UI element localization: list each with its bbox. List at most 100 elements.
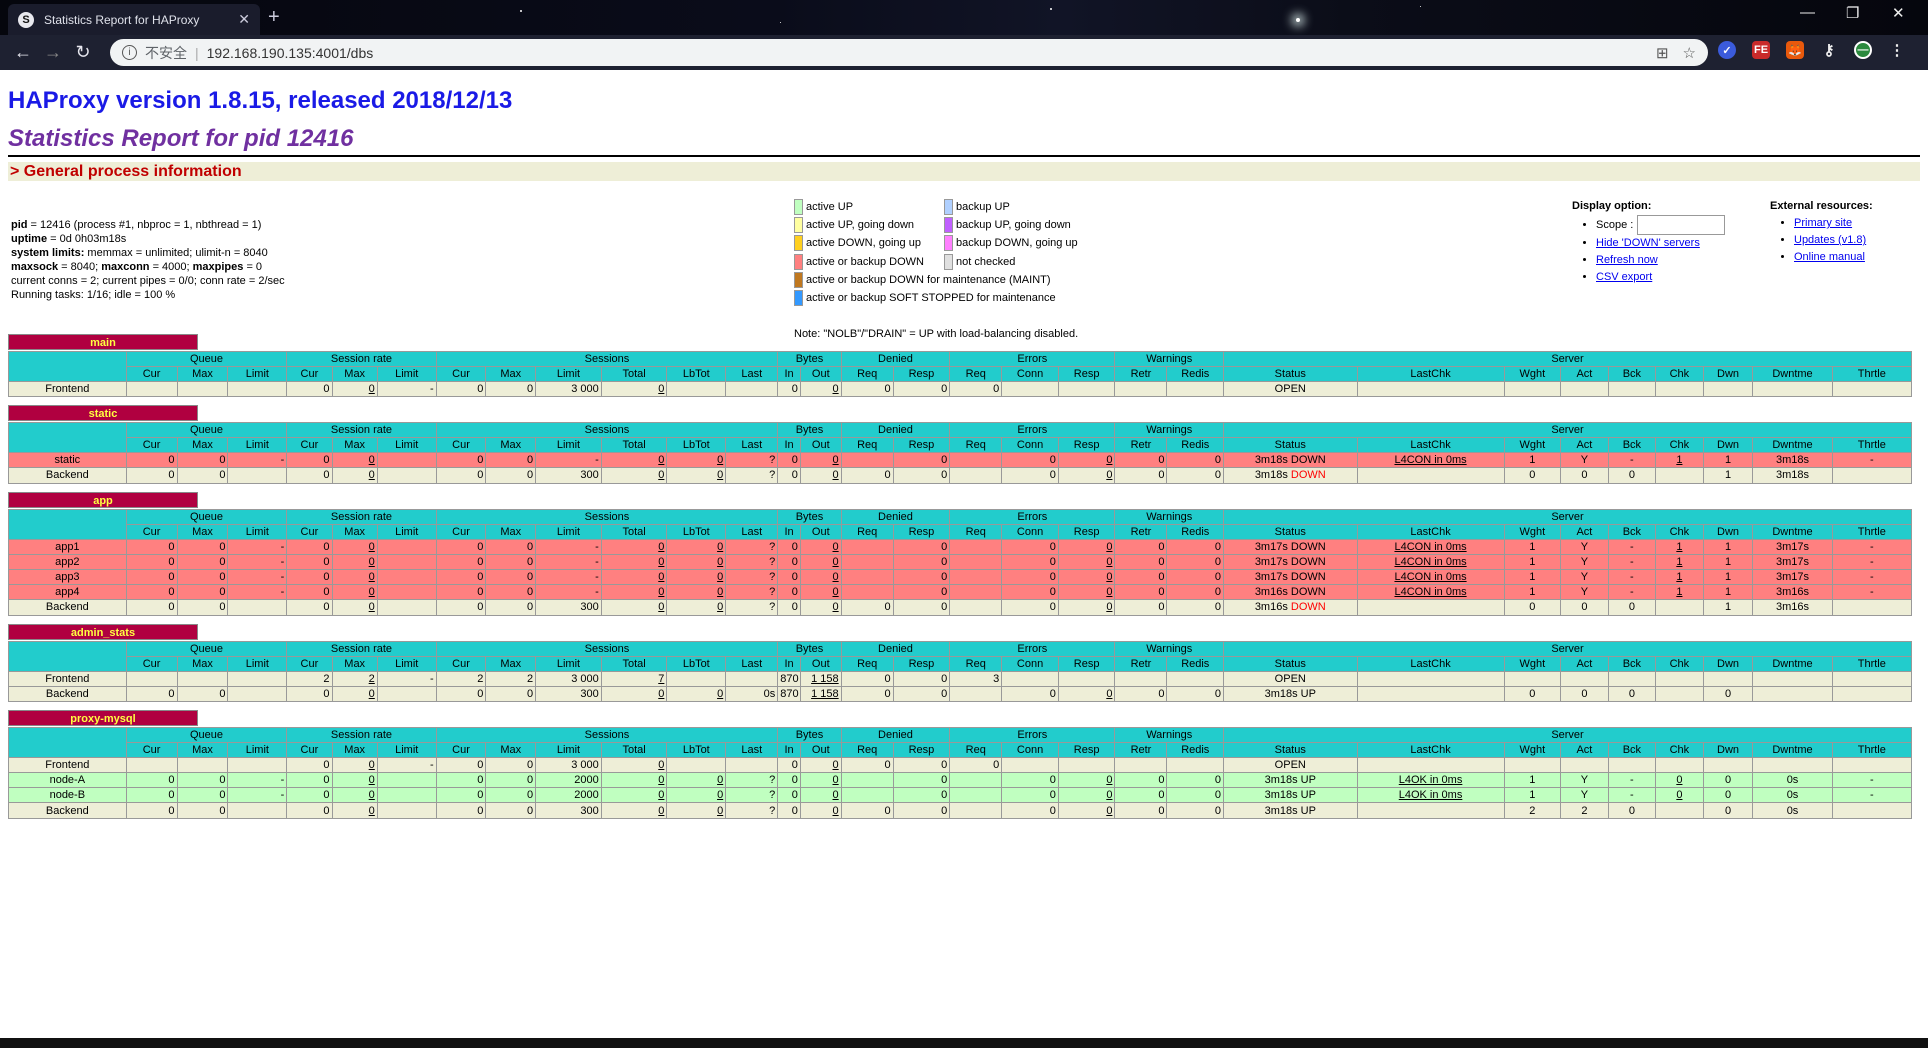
- cell-value: 0: [832, 454, 839, 467]
- cell-value: 0: [1049, 454, 1056, 467]
- row-name[interactable]: Backend: [8, 685, 127, 702]
- table-cell: L4CON in 0ms: [1356, 452, 1505, 469]
- cell-value: 0: [717, 601, 724, 614]
- extension-check-icon[interactable]: ✓: [1718, 41, 1736, 59]
- status-down: DOWN: [1290, 469, 1326, 482]
- csv-export-link[interactable]: CSV export: [1596, 271, 1653, 283]
- table-row: Frontend 2 2 - 2 2 3 000 7 870 1 158 0 0 3 OPEN: [8, 670, 1913, 687]
- row-name[interactable]: app4: [8, 584, 127, 601]
- table-cell: 1: [1702, 553, 1754, 570]
- table-cell: [376, 568, 437, 586]
- back-icon[interactable]: ←: [14, 42, 32, 62]
- forward-icon[interactable]: →: [44, 42, 62, 62]
- proxy-name[interactable]: main: [8, 334, 198, 350]
- haproxy-favicon-icon: S: [18, 11, 34, 28]
- updates-link[interactable]: Updates (v1.8): [1794, 234, 1867, 246]
- table-cell: 3m17s: [1752, 568, 1833, 586]
- table-cell: 2000: [535, 772, 602, 789]
- menu-dots-icon[interactable]: ⋮: [1889, 42, 1905, 59]
- browser-tab[interactable]: S Statistics Report for HAProxy ✕: [8, 4, 260, 35]
- cell-value: 0: [168, 555, 175, 568]
- table-cell: [227, 467, 288, 484]
- table-cell: 0: [1607, 802, 1657, 819]
- close-tab-icon[interactable]: ✕: [238, 11, 250, 27]
- table-cell: 2: [1560, 802, 1609, 819]
- reload-icon[interactable]: ↻: [75, 42, 91, 62]
- cell-value: 0: [658, 586, 665, 599]
- column-header: Cur: [435, 655, 487, 672]
- key-icon[interactable]: ⚷: [1823, 42, 1835, 59]
- table-cell: 0: [1114, 568, 1168, 586]
- table-cell: 0: [799, 568, 842, 586]
- table-cell: -: [535, 553, 602, 570]
- cell-value: 0: [219, 540, 226, 553]
- table-cell: 0: [485, 452, 537, 469]
- new-tab-icon[interactable]: +: [268, 6, 280, 28]
- cell-value: 0: [884, 687, 891, 700]
- column-header: Redis: [1166, 655, 1225, 672]
- url-separator: |: [195, 44, 199, 61]
- row-name[interactable]: Backend: [8, 467, 127, 484]
- close-window-icon[interactable]: ✕: [1892, 5, 1905, 22]
- primary-site-link[interactable]: Primary site: [1794, 217, 1853, 229]
- row-name[interactable]: app3: [8, 568, 127, 586]
- table-cell: 0: [840, 802, 894, 819]
- profile-avatar-icon[interactable]: —: [1854, 41, 1872, 59]
- table-cell: 1: [1655, 452, 1704, 469]
- row-name[interactable]: Frontend: [8, 670, 127, 687]
- column-header: In: [777, 523, 801, 540]
- extension-fox-icon[interactable]: 🦊: [1786, 41, 1804, 59]
- info-icon[interactable]: i: [122, 45, 137, 60]
- cell-value: 3 000: [571, 672, 599, 685]
- proxy-name[interactable]: admin_stats: [8, 623, 198, 640]
- table-cell: 0: [125, 787, 178, 804]
- online-manual-link[interactable]: Online manual: [1794, 251, 1865, 263]
- table-cell: 0: [435, 787, 487, 804]
- row-name[interactable]: Frontend: [8, 380, 127, 398]
- row-name[interactable]: Frontend: [8, 756, 127, 774]
- column-header: Bck: [1607, 655, 1657, 672]
- column-header: Max: [485, 655, 537, 672]
- cell-value: 0: [368, 540, 375, 553]
- table-cell: [1752, 756, 1833, 774]
- table-cell: 0: [286, 787, 333, 804]
- cell-value: -: [280, 454, 285, 467]
- proxy-name[interactable]: proxy-mysql: [8, 709, 198, 726]
- cell-value: 1: [1529, 774, 1536, 787]
- cell-value: 0: [368, 571, 375, 584]
- table-cell: 0: [485, 568, 537, 586]
- row-name[interactable]: node-B: [8, 787, 127, 804]
- bookmark-star-icon[interactable]: ☆: [1682, 44, 1696, 62]
- maximize-icon[interactable]: ❐: [1846, 5, 1860, 22]
- row-name[interactable]: app1: [8, 538, 127, 555]
- cell-value: 0: [1529, 469, 1536, 482]
- row-name[interactable]: Backend: [8, 802, 127, 819]
- row-name[interactable]: static: [8, 452, 127, 469]
- translate-icon[interactable]: ⊞: [1655, 44, 1669, 62]
- scope-input[interactable]: [1637, 215, 1726, 235]
- external-title: External resources:: [1770, 200, 1873, 212]
- table-cell: [949, 538, 1003, 555]
- column-header: Max: [331, 655, 378, 672]
- table-cell: 0: [485, 787, 537, 804]
- minimize-icon[interactable]: —: [1800, 4, 1815, 21]
- proxy-name[interactable]: static: [8, 405, 198, 422]
- hide-down-link[interactable]: Hide 'DOWN' servers: [1596, 237, 1700, 249]
- column-header: Req: [840, 741, 894, 758]
- table-cell: [376, 802, 437, 819]
- column-header: Limit: [227, 741, 288, 758]
- row-name[interactable]: app2: [8, 553, 127, 570]
- row-name[interactable]: node-A: [8, 772, 127, 789]
- refresh-link[interactable]: Refresh now: [1596, 254, 1658, 266]
- table-cell: 0: [892, 670, 951, 687]
- row-name[interactable]: Backend: [8, 599, 127, 616]
- extension-fe-icon[interactable]: FE: [1752, 41, 1770, 59]
- proxy-name[interactable]: app: [8, 491, 198, 508]
- table-cell: -: [227, 787, 288, 804]
- cell-value: 0: [1049, 789, 1056, 802]
- address-bar[interactable]: i 不安全 | 192.168.190.135:4001/dbs ⊞ ☆: [110, 39, 1708, 66]
- column-header: Max: [176, 523, 229, 540]
- table-cell: 3m18s DOWN: [1223, 452, 1358, 469]
- table-cell: 0: [286, 599, 333, 616]
- table-cell: [1114, 756, 1168, 774]
